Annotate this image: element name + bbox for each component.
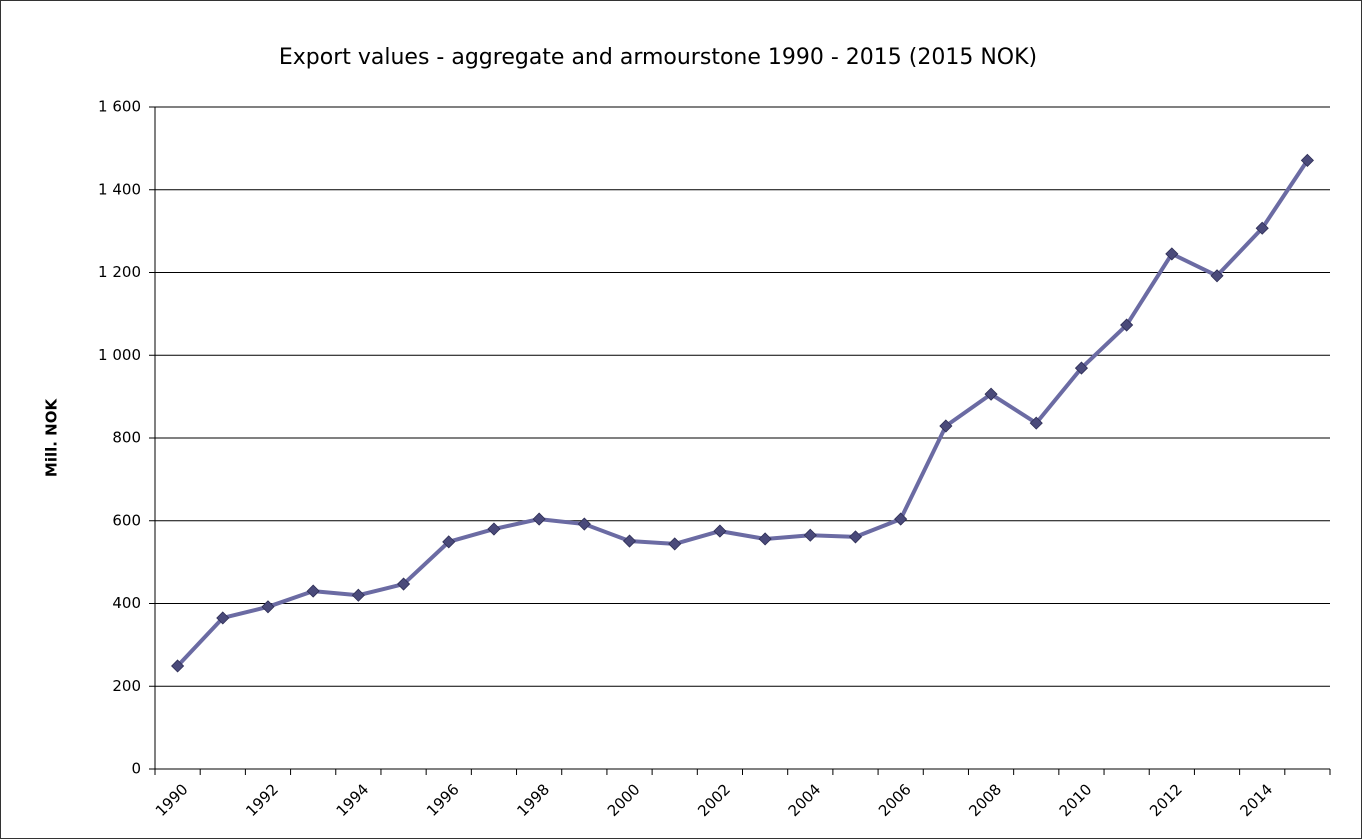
marker bbox=[668, 537, 682, 551]
marker bbox=[577, 517, 591, 531]
y-tick-label: 1 200 bbox=[98, 263, 141, 281]
marker bbox=[894, 512, 908, 526]
y-tick-label: 400 bbox=[112, 594, 141, 612]
marker bbox=[939, 419, 953, 433]
marker bbox=[171, 659, 185, 673]
marker bbox=[1120, 318, 1134, 332]
marker bbox=[306, 584, 320, 598]
marker bbox=[1255, 221, 1269, 235]
marker bbox=[1165, 247, 1179, 261]
marker bbox=[396, 577, 411, 591]
marker bbox=[351, 588, 365, 602]
y-axis-label: Mill. NOK bbox=[43, 398, 61, 478]
y-tick-label: 1 000 bbox=[98, 346, 141, 364]
chart-title: Export values - aggregate and armourston… bbox=[279, 45, 1037, 70]
marker bbox=[442, 535, 456, 549]
marker bbox=[848, 530, 863, 544]
y-tick-label: 1 600 bbox=[98, 98, 141, 116]
marker bbox=[622, 534, 637, 548]
marker bbox=[1029, 416, 1043, 430]
y-tick-label: 1 400 bbox=[98, 180, 141, 198]
marker bbox=[1300, 153, 1314, 167]
y-tick-label: 600 bbox=[112, 511, 141, 529]
marker bbox=[216, 611, 230, 625]
marker bbox=[487, 522, 501, 536]
y-tick-label: 800 bbox=[112, 429, 141, 447]
marker bbox=[1074, 361, 1089, 375]
marker bbox=[984, 387, 998, 401]
marker bbox=[261, 600, 275, 614]
marker bbox=[758, 532, 772, 546]
marker bbox=[803, 528, 817, 542]
y-tick-label: 200 bbox=[112, 677, 141, 695]
marker bbox=[532, 512, 546, 526]
marker bbox=[1210, 269, 1224, 283]
marker bbox=[713, 524, 727, 538]
line bbox=[176, 159, 1310, 668]
y-tick-label: 0 bbox=[131, 760, 141, 778]
